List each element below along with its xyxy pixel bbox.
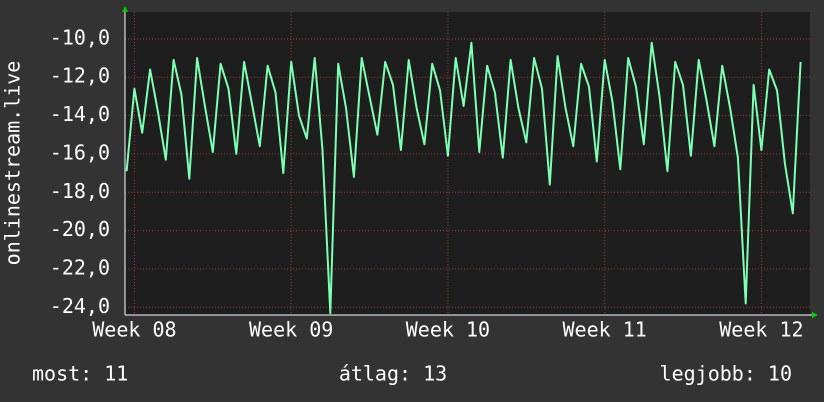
grid — [125, 12, 810, 315]
y-axis-label: onlinestream.live — [1, 61, 25, 266]
y-tick-label: -20,0 — [50, 217, 110, 241]
y-tick-label: -12,0 — [50, 64, 110, 88]
footer-best: legjobb: 10 — [660, 362, 792, 386]
x-axis-arrow — [812, 312, 818, 318]
x-tick-label: Week 12 — [719, 318, 803, 342]
footer-current: most: 11 — [32, 362, 128, 386]
plot-area — [125, 12, 810, 315]
footer-average: átlag: 13 — [339, 362, 447, 386]
marks — [125, 41, 802, 315]
y-tick-label: -10,0 — [50, 25, 110, 49]
y-tick-label: -22,0 — [50, 255, 110, 279]
y-axis-arrow — [122, 6, 128, 12]
x-tick-label: Week 09 — [249, 318, 333, 342]
data-line — [125, 41, 802, 315]
x-tick-label: Week 10 — [406, 318, 490, 342]
x-tick-label: Week 11 — [563, 318, 647, 342]
y-tick-label: -18,0 — [50, 179, 110, 203]
y-tick-label: -16,0 — [50, 140, 110, 164]
x-tick-label: Week 08 — [92, 318, 176, 342]
y-tick-label: -24,0 — [50, 294, 110, 318]
y-tick-label: -14,0 — [50, 102, 110, 126]
